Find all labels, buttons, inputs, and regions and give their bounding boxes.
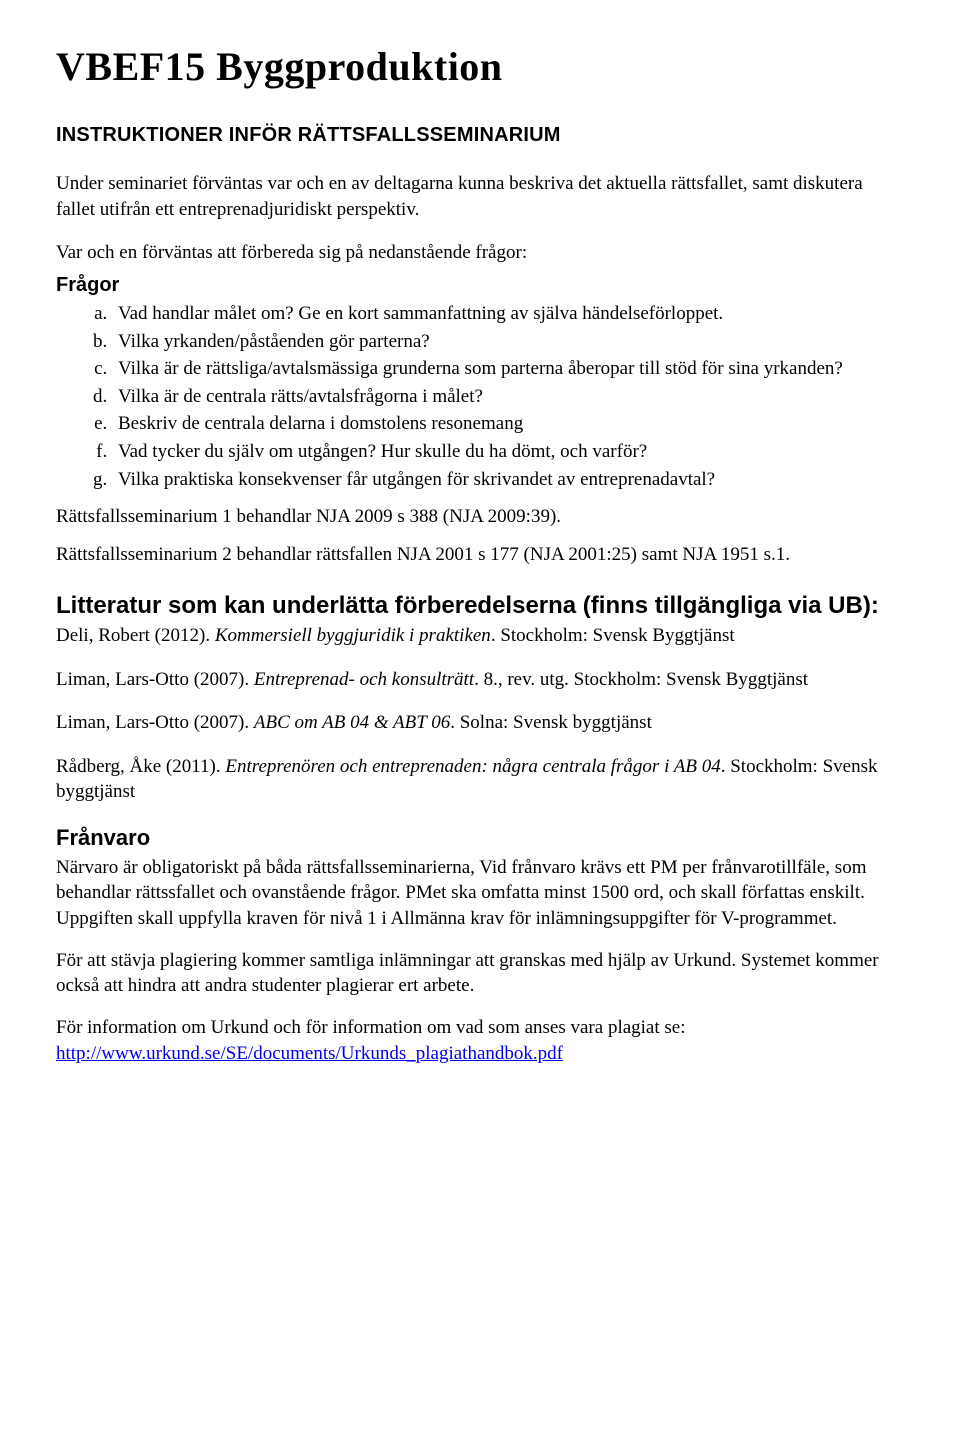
reference-liman-1: Liman, Lars-Otto (2007). Entreprenad- oc… <box>56 667 904 693</box>
questions-list: Vad handlar målet om? Ge en kort sammanf… <box>56 301 904 492</box>
absence-paragraph-1: Närvaro är obligatoriskt på båda rättsfa… <box>56 855 904 932</box>
absence-paragraph-3: För information om Urkund och för inform… <box>56 1015 904 1066</box>
reference-publisher: . 8., rev. utg. Stockholm: Svensk Byggtj… <box>474 669 808 690</box>
reference-title: Kommersiell byggjuridik i praktiken <box>215 625 491 646</box>
question-item: Vad tycker du själv om utgången? Hur sku… <box>112 439 904 465</box>
seminar-1-info: Rättsfallsseminarium 1 behandlar NJA 200… <box>56 504 904 530</box>
reference-author: Liman, Lars-Otto (2007). <box>56 712 254 733</box>
reference-author: Liman, Lars-Otto (2007). <box>56 669 254 690</box>
reference-publisher: . Stockholm: Svensk Byggtjänst <box>491 625 735 646</box>
urkund-link[interactable]: http://www.urkund.se/SE/documents/Urkund… <box>56 1043 563 1064</box>
question-item: Vad handlar målet om? Ge en kort sammanf… <box>112 301 904 327</box>
literature-heading: Litteratur som kan underlätta förberedel… <box>56 590 904 621</box>
question-item: Vilka yrkanden/påståenden gör parterna? <box>112 329 904 355</box>
reference-radberg: Rådberg, Åke (2011). Entreprenören och e… <box>56 754 904 805</box>
intro-paragraph: Under seminariet förväntas var och en av… <box>56 171 904 222</box>
reference-title: Entreprenören och entreprenaden: några c… <box>225 756 720 777</box>
reference-liman-2: Liman, Lars-Otto (2007). ABC om AB 04 & … <box>56 710 904 736</box>
question-item: Beskriv de centrala delarna i domstolens… <box>112 411 904 437</box>
question-item: Vilka är de centrala rätts/avtalsfrågorn… <box>112 384 904 410</box>
reference-author: Rådberg, Åke (2011). <box>56 756 225 777</box>
page-title: VBEF15 Byggproduktion <box>56 40 904 94</box>
absence-heading: Frånvaro <box>56 823 904 853</box>
questions-heading: Frågor <box>56 272 904 299</box>
question-item: Vilka praktiska konsekvenser får utgånge… <box>112 467 904 493</box>
reference-title: Entreprenad- och konsulträtt <box>254 669 474 690</box>
absence-paragraph-2: För att stävja plagiering kommer samtlig… <box>56 948 904 999</box>
reference-author: Deli, Robert (2012). <box>56 625 215 646</box>
reference-title: ABC om AB 04 & ABT 06 <box>254 712 450 733</box>
seminar-2-info: Rättsfallsseminarium 2 behandlar rättsfa… <box>56 542 904 568</box>
prep-paragraph: Var och en förväntas att förbereda sig p… <box>56 240 904 266</box>
question-item: Vilka är de rättsliga/avtalsmässiga grun… <box>112 356 904 382</box>
document-page: VBEF15 Byggproduktion INSTRUKTIONER INFÖ… <box>0 0 960 1442</box>
absence-link-intro: För information om Urkund och för inform… <box>56 1017 686 1038</box>
section-subheading: INSTRUKTIONER INFÖR RÄTTSFALLSSEMINARIUM <box>56 122 904 149</box>
reference-deli: Deli, Robert (2012). Kommersiell byggjur… <box>56 623 904 649</box>
reference-publisher: . Solna: Svensk byggtjänst <box>450 712 652 733</box>
